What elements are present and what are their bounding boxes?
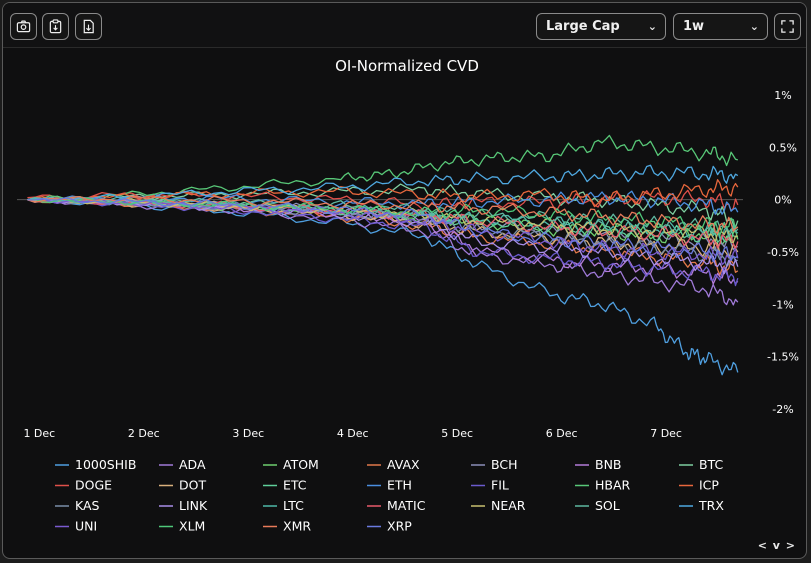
series-line-xrp <box>27 197 739 263</box>
legend-label: LINK <box>179 498 208 513</box>
legend-label: ADA <box>179 457 206 472</box>
x-tick-label: 3 Dec <box>232 427 264 440</box>
clipboard-icon <box>49 19 62 34</box>
legend-item-avax[interactable]: AVAX <box>367 457 420 472</box>
legend-label: DOT <box>179 478 206 493</box>
legend-label: 1000SHIB <box>75 457 136 472</box>
x-tick-label: 2 Dec <box>128 427 160 440</box>
x-tick-label: 6 Dec <box>546 427 578 440</box>
series-line-xlm <box>27 197 739 236</box>
download-button[interactable] <box>75 13 102 40</box>
legend-label: ETC <box>283 478 307 493</box>
legend-label: NEAR <box>491 498 526 513</box>
legend-item-uni[interactable]: UNI <box>55 519 97 534</box>
legend-item-btc[interactable]: BTC <box>679 457 723 472</box>
legend-label: UNI <box>75 519 97 534</box>
legend-label: AVAX <box>387 457 420 472</box>
legend-item-near[interactable]: NEAR <box>471 498 526 513</box>
legend-item-icp[interactable]: ICP <box>679 478 719 493</box>
legend-label: BCH <box>491 457 517 472</box>
legend-label: MATIC <box>387 498 426 513</box>
series-line-link <box>27 198 739 275</box>
chevron-down-icon: ⌄ <box>749 20 759 33</box>
series-line-hbar <box>27 134 738 201</box>
interval-select[interactable]: 1w ⌄ <box>673 13 768 40</box>
x-tick-label: 4 Dec <box>337 427 369 440</box>
fullscreen-button[interactable] <box>774 13 801 40</box>
legend-item-xrp[interactable]: XRP <box>367 519 412 534</box>
legend-label: DOGE <box>75 478 112 493</box>
chart-title: OI-Normalized CVD <box>335 57 479 75</box>
legend-label: TRX <box>698 498 724 513</box>
legend-label: SOL <box>595 498 620 513</box>
legend-item-xlm[interactable]: XLM <box>159 519 205 534</box>
copy-button[interactable] <box>42 13 69 40</box>
series-line-doge <box>27 189 739 212</box>
legend-item-1000shib[interactable]: 1000SHIB <box>55 457 136 472</box>
y-tick-label: -2% <box>772 403 793 416</box>
y-tick-label: -1.5% <box>767 351 799 364</box>
legend-item-xmr[interactable]: XMR <box>263 519 311 534</box>
screenshot-button[interactable] <box>10 13 37 40</box>
legend: 1000SHIB ADA ATOM AVAX BCH BNB BTC DOGE DOT ETC ET… <box>55 457 724 534</box>
chart-area: OI-Normalized CVD 1% 0.5% 0% -0.5% -1% -1.5% -… <box>17 57 799 534</box>
series-line-icp <box>27 179 739 208</box>
legend-item-bnb[interactable]: BNB <box>575 457 622 472</box>
download-icon <box>83 19 94 34</box>
legend-item-matic[interactable]: MATIC <box>367 498 426 513</box>
toolbar: Large Cap ⌄ 1w ⌄ <box>3 3 806 48</box>
legend-item-sol[interactable]: SOL <box>575 498 620 513</box>
series-line-sol <box>27 196 739 238</box>
series-line-trx <box>27 164 739 202</box>
legend-item-ltc[interactable]: LTC <box>263 498 304 513</box>
legend-label: XLM <box>179 519 205 534</box>
legend-label: ATOM <box>283 457 319 472</box>
legend-item-ada[interactable]: ADA <box>159 457 206 472</box>
legend-item-eth[interactable]: ETH <box>367 478 412 493</box>
legend-item-fil[interactable]: FIL <box>471 478 509 493</box>
legend-item-doge[interactable]: DOGE <box>55 478 112 493</box>
x-tick-label: 5 Dec <box>441 427 473 440</box>
camera-icon <box>16 20 31 33</box>
y-tick-label: 1% <box>774 89 791 102</box>
y-tick-label: 0.5% <box>769 141 797 154</box>
legend-label: ICP <box>699 478 719 493</box>
series-line-uni <box>27 198 739 266</box>
footer-nav[interactable]: < v > <box>757 539 796 552</box>
series-line-1000shib <box>27 197 739 376</box>
legend-label: XRP <box>387 519 412 534</box>
legend-item-kas[interactable]: KAS <box>55 498 100 513</box>
market-select-value: Large Cap <box>546 19 620 34</box>
legend-label: HBAR <box>595 478 631 493</box>
legend-label: LTC <box>283 498 304 513</box>
expand-icon <box>781 20 794 33</box>
series-lines <box>27 134 739 376</box>
legend-label: KAS <box>75 498 100 513</box>
x-tick-label: 7 Dec <box>650 427 682 440</box>
legend-item-bch[interactable]: BCH <box>471 457 517 472</box>
legend-item-trx[interactable]: TRX <box>679 498 724 513</box>
legend-item-dot[interactable]: DOT <box>159 478 206 493</box>
chevron-down-icon: ⌄ <box>647 20 657 33</box>
market-select[interactable]: Large Cap ⌄ <box>536 13 666 40</box>
legend-item-atom[interactable]: ATOM <box>263 457 319 472</box>
y-tick-label: 0% <box>774 194 791 207</box>
legend-item-etc[interactable]: ETC <box>263 478 307 493</box>
legend-label: ETH <box>387 478 412 493</box>
legend-label: FIL <box>491 478 509 493</box>
interval-select-value: 1w <box>683 19 705 34</box>
y-axis: 1% 0.5% 0% -0.5% -1% -1.5% -2% <box>767 89 799 416</box>
series-line-avax <box>27 198 739 276</box>
x-axis: 1 Dec 2 Dec 3 Dec 4 Dec 5 Dec 6 Dec 7 Dec <box>23 427 682 440</box>
y-tick-label: -1% <box>772 298 793 311</box>
legend-label: BTC <box>699 457 723 472</box>
y-tick-label: -0.5% <box>767 246 799 259</box>
x-tick-label: 1 Dec <box>23 427 55 440</box>
legend-label: BNB <box>595 457 622 472</box>
legend-label: XMR <box>283 519 311 534</box>
legend-item-link[interactable]: LINK <box>159 498 208 513</box>
legend-item-hbar[interactable]: HBAR <box>575 478 631 493</box>
